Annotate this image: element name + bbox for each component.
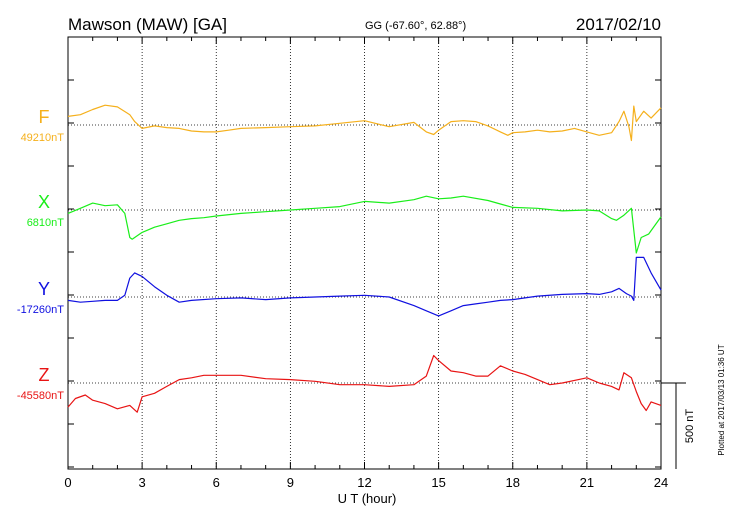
x-tick-label: 24 [654, 475, 668, 490]
x-tick-label: 6 [213, 475, 220, 490]
x-tick-label: 9 [287, 475, 294, 490]
plot-timestamp: Plotted at 2017/03/13 01:36 UT [717, 344, 726, 455]
scale-bar-label: 500 nT [684, 409, 696, 444]
series-baseline-f: 49210nT [21, 132, 65, 144]
series-name-f: F [39, 107, 50, 127]
series-labels: F 49210nT X 6810nT Y -17260nT Z -45580nT [17, 107, 64, 402]
series-line-f [67, 104, 662, 142]
series-line-y [67, 256, 662, 317]
coordinates-label: GG (-67.60°, 62.88°) [365, 20, 466, 32]
series-baseline-x: 6810nT [27, 217, 65, 229]
date-label: 2017/02/10 [576, 15, 661, 34]
x-axis-title: U T (hour) [338, 491, 397, 506]
grid [68, 37, 661, 469]
series-name-z: Z [39, 365, 50, 385]
series-lines [67, 104, 662, 413]
x-tick-label: 18 [506, 475, 520, 490]
x-tick-label: 3 [139, 475, 146, 490]
series-name-y: Y [38, 279, 50, 299]
x-tick-label: 0 [64, 475, 71, 490]
station-title: Mawson (MAW) [GA] [68, 15, 227, 34]
x-axis-ticks: 0 3 6 9 12 15 18 21 24 [64, 37, 668, 490]
x-tick-label: 21 [580, 475, 594, 490]
series-line-x [67, 195, 662, 254]
series-baseline-y: -17260nT [17, 304, 64, 316]
x-tick-label: 15 [431, 475, 445, 490]
series-name-x: X [38, 192, 50, 212]
x-tick-label: 12 [357, 475, 371, 490]
scale-bar: 500 nT [661, 382, 696, 469]
series-baseline-z: -45580nT [17, 390, 64, 402]
series-line-z [67, 354, 662, 413]
